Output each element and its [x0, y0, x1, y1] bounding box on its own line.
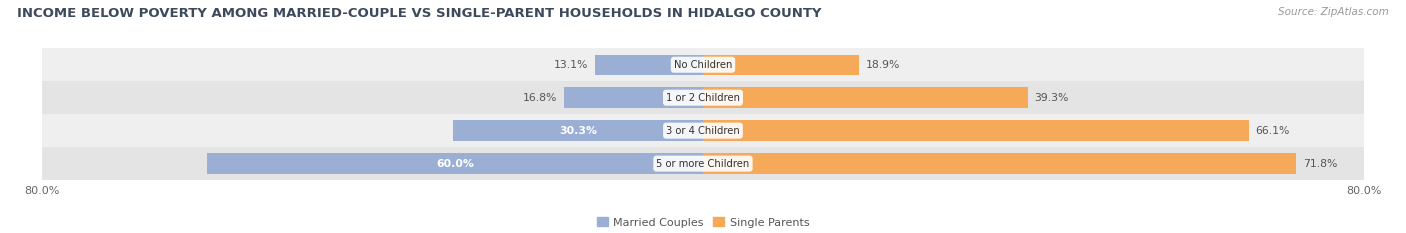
Text: No Children: No Children — [673, 60, 733, 70]
Text: 1 or 2 Children: 1 or 2 Children — [666, 93, 740, 103]
Text: INCOME BELOW POVERTY AMONG MARRIED-COUPLE VS SINGLE-PARENT HOUSEHOLDS IN HIDALGO: INCOME BELOW POVERTY AMONG MARRIED-COUPL… — [17, 7, 821, 20]
Text: 39.3%: 39.3% — [1035, 93, 1069, 103]
Bar — [42, 81, 1364, 114]
Bar — [595, 55, 703, 75]
Text: 71.8%: 71.8% — [1303, 159, 1337, 169]
Bar — [703, 55, 859, 75]
Bar — [42, 147, 1364, 180]
Bar — [453, 120, 703, 141]
Text: 16.8%: 16.8% — [523, 93, 558, 103]
Text: 60.0%: 60.0% — [436, 159, 474, 169]
Text: Source: ZipAtlas.com: Source: ZipAtlas.com — [1278, 7, 1389, 17]
Text: 66.1%: 66.1% — [1256, 126, 1289, 136]
Bar — [703, 87, 1028, 108]
Bar — [703, 120, 1249, 141]
Text: 3 or 4 Children: 3 or 4 Children — [666, 126, 740, 136]
Text: 13.1%: 13.1% — [554, 60, 588, 70]
Text: 30.3%: 30.3% — [558, 126, 598, 136]
Bar — [42, 114, 1364, 147]
Bar — [703, 153, 1296, 174]
Bar — [42, 48, 1364, 81]
Text: 18.9%: 18.9% — [866, 60, 900, 70]
Bar — [207, 153, 703, 174]
Legend: Married Couples, Single Parents: Married Couples, Single Parents — [596, 217, 810, 228]
Text: 5 or more Children: 5 or more Children — [657, 159, 749, 169]
Bar — [564, 87, 703, 108]
